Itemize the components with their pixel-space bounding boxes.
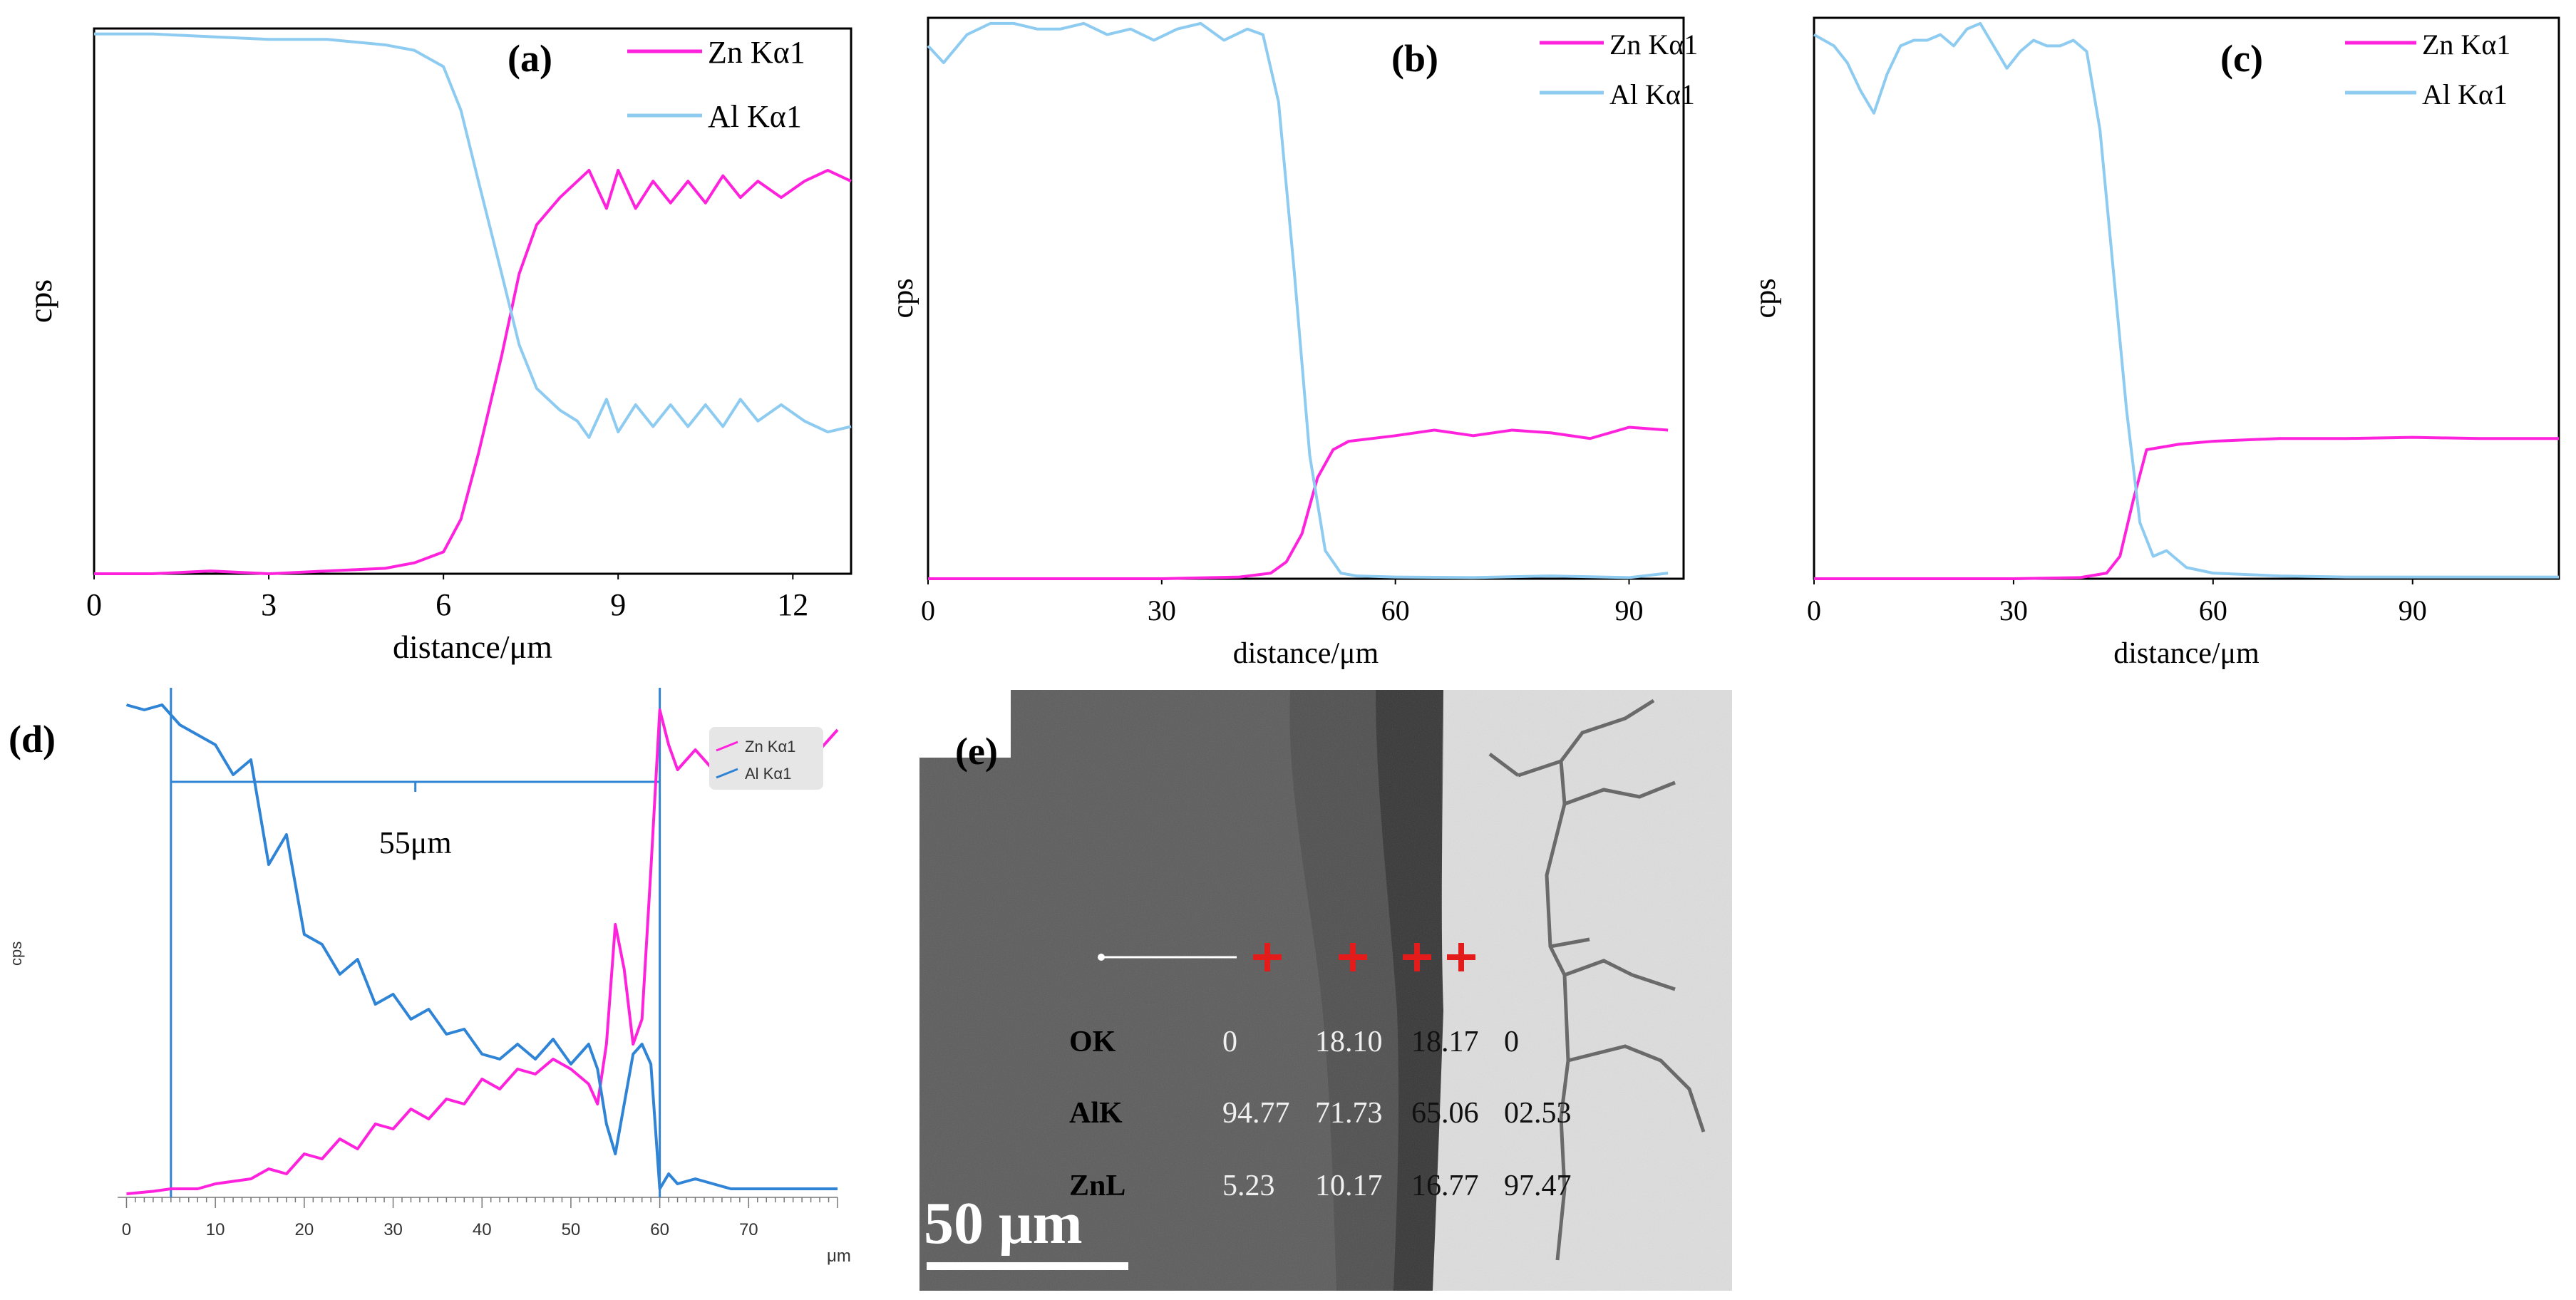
series-line-al	[1813, 21, 2559, 579]
plot-frame	[93, 27, 852, 575]
x-tick-label: 50	[562, 1220, 581, 1239]
element-value: 0	[1222, 1026, 1237, 1058]
panel-e-label: (e)	[955, 730, 998, 773]
element-value: 0	[1504, 1026, 1519, 1058]
x-tick-label: 60	[650, 1220, 669, 1239]
x-tick-label: 30	[1999, 594, 2028, 626]
y-axis-label: cps	[7, 942, 25, 966]
legend-label-zn: Zn Kα1	[1609, 29, 1698, 61]
element-row-label: ZnL	[1069, 1170, 1126, 1202]
sem-micrograph	[919, 690, 1732, 1291]
legend-label-zn: Zn Kα1	[2422, 29, 2510, 61]
x-tick-label: 30	[1148, 594, 1176, 626]
x-tick-label: 9	[610, 587, 626, 622]
panel-b: 0 30 60 90 distance/μm cps (b) Zn Kα1 Al Kα1	[884, 0, 1732, 688]
chart-c: 0 30 60 90 distance/μm cps (c) Zn Kα1 Al Kα1	[1749, 16, 2560, 670]
x-tick-label: 6	[436, 587, 451, 622]
x-tick-label: 10	[206, 1220, 225, 1239]
legend-label-al: Al Kα1	[745, 765, 791, 783]
series-line-zn	[928, 425, 1669, 580]
x-tick-label: 60	[1381, 594, 1410, 626]
legend-label-zn: Zn Kα1	[745, 738, 795, 755]
x-tick-label: 30	[383, 1220, 403, 1239]
measurement-point-marker	[1253, 943, 1282, 971]
panel-label: (b)	[1391, 37, 1438, 80]
legend-label-zn: Zn Kα1	[708, 35, 805, 70]
series-line-al	[94, 32, 852, 439]
measurement-point-marker	[1447, 943, 1475, 971]
panel-label: (a)	[508, 37, 552, 80]
x-tick-label: 12	[777, 587, 808, 622]
element-value: 16.77	[1411, 1170, 1479, 1202]
x-tick-label: 3	[261, 587, 277, 622]
x-tick-label: 0	[1807, 594, 1821, 626]
measurement-point-marker	[1403, 943, 1431, 971]
element-value: 5.23	[1222, 1170, 1275, 1202]
x-axis-label: distance/μm	[2113, 637, 2260, 670]
x-axis-label: distance/μm	[393, 629, 552, 665]
element-value: 65.06	[1411, 1097, 1479, 1130]
element-value: 97.47	[1504, 1170, 1572, 1202]
legend-label-al: Al Kα1	[1609, 78, 1695, 110]
x-axis-unit: μm	[827, 1247, 851, 1266]
chart-d: 0 10 20 30 40 50 60 70 μm cps 55μm Zn Kα1 Al Kα1 (d)	[7, 688, 851, 1266]
measurement-point-marker	[1339, 943, 1367, 971]
element-row-label: AlK	[1069, 1097, 1123, 1130]
element-value: 18.17	[1411, 1026, 1479, 1058]
x-tick-label: 0	[86, 587, 102, 622]
series-line-zn	[1814, 435, 2559, 580]
x-tick-label: 70	[739, 1220, 758, 1239]
scale-bar-label: 50 μm	[924, 1190, 1083, 1257]
legend-label-al: Al Kα1	[2422, 78, 2508, 110]
x-tick-label: 90	[1615, 594, 1644, 626]
element-value: 10.17	[1315, 1170, 1383, 1202]
series-line-zn	[126, 708, 839, 1195]
chart-b: 0 30 60 90 distance/μm cps (b) Zn Kα1 Al Kα1	[887, 16, 1698, 670]
x-axis-label: distance/μm	[1233, 637, 1379, 670]
series-line-al	[125, 703, 838, 1190]
element-value: 18.10	[1315, 1026, 1383, 1058]
chart-a: 0 3 6 9 12 distance/μm cps (a) Zn Kα1 Al Kα1	[22, 27, 852, 665]
element-value: 71.73	[1315, 1097, 1383, 1130]
x-tick-label: 0	[921, 594, 935, 626]
element-value: 02.53	[1504, 1097, 1572, 1130]
distance-annotation: 55μm	[379, 825, 452, 860]
legend-line-al	[716, 768, 738, 779]
panel-label: (c)	[2220, 37, 2263, 80]
y-axis-label: cps	[887, 279, 919, 319]
x-tick-label: 40	[473, 1220, 492, 1239]
legend-label-al: Al Kα1	[708, 99, 802, 134]
element-value: 94.77	[1222, 1097, 1290, 1130]
x-tick-label: 90	[2399, 594, 2427, 626]
scale-bar	[927, 1262, 1128, 1270]
panel-a: 0 3 6 9 12 distance/μm cps (a) Zn Kα1 Al Kα1	[0, 0, 877, 688]
legend-line-zn	[716, 741, 738, 752]
panel-label: (d)	[9, 718, 56, 760]
x-tick-label: 60	[2199, 594, 2227, 626]
x-tick-label: 0	[122, 1220, 131, 1239]
y-axis-label: cps	[1749, 279, 1782, 319]
element-row-label: OK	[1069, 1026, 1116, 1058]
series-line-al	[927, 21, 1669, 579]
panel-d: 0 10 20 30 40 50 60 70 μm cps 55μm Zn Kα1 Al Kα1 (d)	[0, 681, 884, 1300]
y-axis-label: cps	[22, 279, 58, 323]
panel-c: 0 30 60 90 distance/μm cps (c) Zn Kα1 Al Kα1	[1746, 0, 2576, 688]
series-line-zn	[94, 168, 852, 575]
plot-frame	[927, 16, 1685, 580]
x-tick-label: 20	[295, 1220, 314, 1239]
panel-e-sem-image: (e) OK 0 18.10 18.17 0 AlK 94.77 71.73 65.06 02.5…	[919, 690, 1732, 1291]
plot-frame	[1813, 16, 2560, 580]
